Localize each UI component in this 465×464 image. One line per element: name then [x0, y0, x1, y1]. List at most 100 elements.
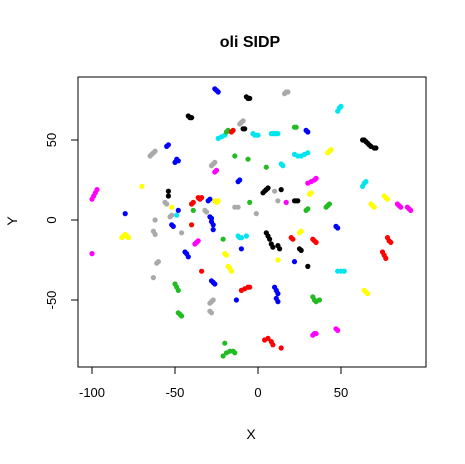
data-point-black — [247, 95, 253, 101]
data-point-blue — [207, 196, 213, 202]
data-point-yellow — [169, 204, 175, 210]
data-point-gray — [285, 89, 291, 95]
data-point-magenta — [94, 187, 100, 193]
data-point-green — [305, 206, 311, 212]
data-point-magenta — [195, 238, 201, 244]
data-point-green — [263, 164, 269, 170]
data-point-gray — [253, 211, 259, 217]
data-point-blue — [305, 129, 311, 135]
data-point-gray — [203, 209, 210, 215]
data-point-cyan — [341, 268, 347, 274]
data-point-yellow — [308, 190, 314, 196]
data-point-gray — [275, 198, 281, 204]
data-point-blue — [175, 158, 181, 164]
data-point-blue — [237, 177, 243, 183]
data-point-yellow — [275, 257, 281, 263]
data-point-black — [242, 126, 248, 132]
data-point-red — [270, 342, 276, 348]
data-point-gray — [208, 310, 215, 316]
data-point-gray — [152, 231, 158, 237]
data-point-cyan — [238, 235, 244, 241]
data-point-cyan — [363, 179, 369, 185]
data-point-gray — [150, 275, 156, 281]
data-point-red — [247, 284, 253, 290]
data-point-yellow — [328, 147, 334, 153]
data-point-yellow — [215, 198, 221, 204]
data-point-blue — [170, 223, 176, 229]
data-point-yellow — [139, 183, 145, 189]
data-point-green — [232, 350, 238, 356]
data-point-blue — [185, 254, 191, 260]
data-point-gray — [152, 217, 158, 223]
data-point-gray — [240, 118, 246, 124]
data-point-blue — [291, 259, 298, 265]
data-point-green — [247, 199, 253, 205]
data-point-blue — [122, 211, 128, 217]
data-point-green — [293, 124, 299, 130]
data-point-red — [388, 239, 394, 245]
data-point-blue — [238, 246, 244, 252]
data-point-green — [220, 353, 226, 359]
data-point-gray — [235, 204, 241, 210]
data-point-gray — [212, 159, 218, 165]
data-point-green — [190, 207, 196, 213]
plot-frame — [77, 76, 427, 368]
data-point-gray — [154, 260, 160, 266]
data-point-magenta — [213, 167, 220, 173]
x-tick-label: 0 — [254, 385, 261, 400]
data-point-black — [373, 145, 379, 151]
data-point-cyan — [280, 163, 286, 169]
data-point-yellow — [223, 252, 230, 258]
y-tick-label: 0 — [44, 216, 59, 223]
data-point-gray — [272, 188, 278, 194]
data-point-magenta — [313, 175, 319, 181]
data-point-blue — [210, 227, 216, 233]
data-point-yellow — [371, 204, 377, 210]
data-point-red — [189, 222, 195, 228]
data-point-red — [290, 236, 296, 242]
data-point-red — [199, 195, 205, 201]
data-point-green — [175, 287, 181, 293]
data-point-cyan — [243, 233, 249, 239]
data-point-black — [189, 115, 195, 121]
data-point-magenta — [398, 204, 404, 210]
data-point-green — [220, 236, 226, 242]
data-point-black — [298, 247, 304, 253]
data-point-blue — [165, 142, 171, 148]
data-point-yellow — [384, 196, 391, 202]
data-point-blue — [275, 299, 281, 305]
data-point-green — [232, 153, 238, 159]
data-point-black — [295, 198, 301, 204]
data-point-blue — [215, 89, 221, 95]
data-point-yellow — [125, 235, 132, 241]
data-point-green — [222, 340, 228, 346]
data-point-blue — [175, 207, 181, 213]
data-point-green — [326, 201, 332, 207]
data-point-magenta — [89, 251, 95, 257]
data-point-red — [313, 239, 319, 245]
data-point-red — [190, 199, 196, 205]
data-point-gray — [210, 297, 216, 303]
y-axis: -50 0 50 Y — [4, 133, 79, 310]
data-point-black — [305, 263, 311, 269]
data-point-yellow — [365, 291, 371, 297]
x-tick-label: -50 — [166, 385, 185, 400]
data-point-blue — [233, 297, 239, 303]
data-point-green — [245, 156, 251, 162]
data-point-magenta — [313, 331, 319, 337]
data-point-red — [383, 255, 389, 261]
x-tick-label: -100 — [79, 385, 105, 400]
data-point-black — [270, 244, 276, 250]
chart-title: oli SIDP — [220, 34, 281, 51]
y-tick-label: -50 — [44, 291, 59, 310]
data-point-magenta — [283, 199, 289, 205]
x-axis: -100 -50 0 50 X — [79, 366, 348, 442]
data-point-red — [199, 268, 205, 274]
data-point-blue — [275, 291, 281, 297]
data-point-black — [165, 188, 171, 194]
data-point-yellow — [298, 228, 304, 234]
data-point-blue — [210, 222, 216, 228]
data-point-black — [165, 193, 171, 199]
y-axis-label: Y — [4, 216, 20, 226]
